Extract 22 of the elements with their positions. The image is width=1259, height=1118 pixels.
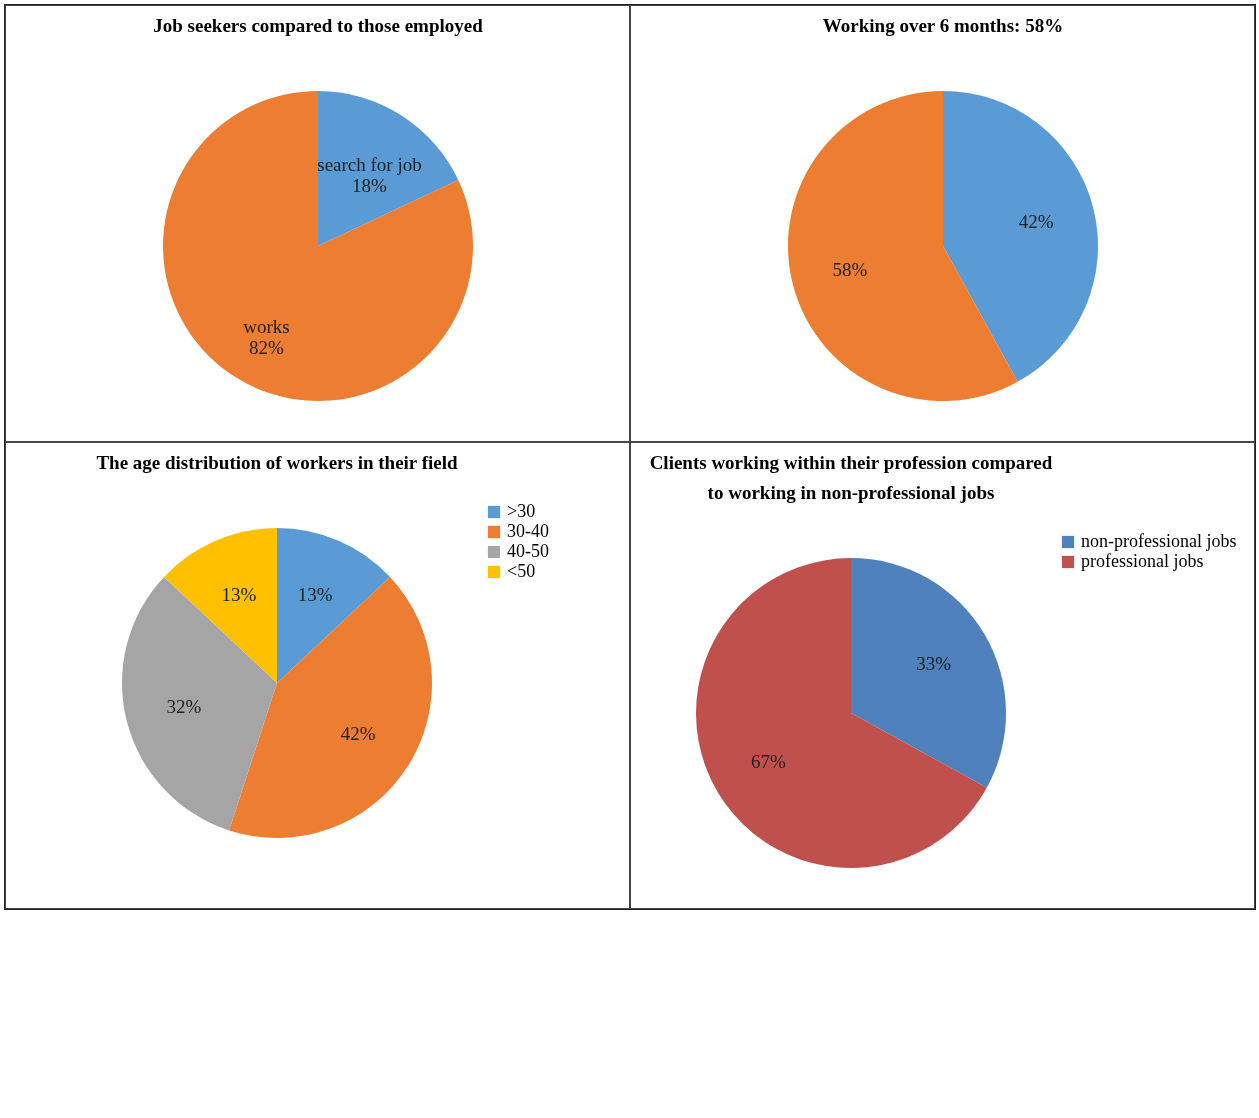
data-label: 32%	[166, 695, 202, 717]
legend-label: <50	[506, 561, 535, 581]
chart-title: Clients working within their profession compared to working in non-professional jobs	[649, 452, 1053, 503]
data-label: 67%	[750, 750, 786, 772]
chart-title: The age distribution of workers in their field	[95, 452, 458, 473]
data-label: 58%	[832, 258, 868, 280]
data-label: 42%	[340, 723, 376, 745]
legend-label: professional jobs	[1080, 551, 1203, 571]
slice-label: works	[242, 316, 290, 338]
data-label: 42%	[1018, 211, 1054, 233]
chart-title: Working over 6 months: 58%	[822, 15, 1063, 36]
legend-label: 40-50	[506, 541, 549, 561]
chart-title: Job seekers compared to those employed	[152, 15, 483, 36]
legend-label: >30	[506, 501, 535, 521]
legend-label: 30-40	[506, 521, 549, 541]
data-label: 13%	[220, 583, 256, 605]
slice-label: search for job	[316, 153, 422, 175]
data-label: 13%	[297, 583, 333, 605]
legend-label: non-professional jobs	[1080, 531, 1236, 551]
data-label: 33%	[915, 653, 951, 675]
data-label: 18%	[351, 174, 387, 196]
data-label: 82%	[248, 337, 284, 359]
